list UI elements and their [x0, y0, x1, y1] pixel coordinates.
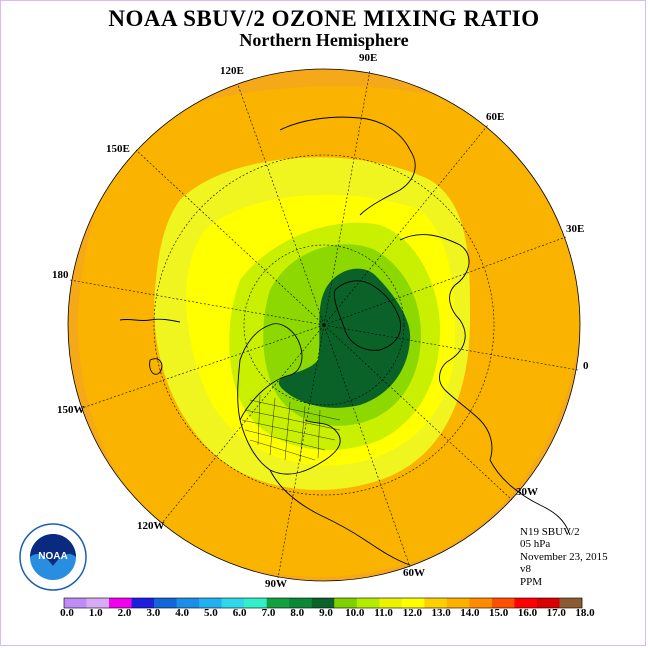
map-subtitle: Northern Hemisphere — [239, 30, 409, 50]
meridian-120w — [161, 324, 325, 524]
coastline-africa — [489, 459, 571, 536]
info-date: November 23, 2015 — [520, 550, 608, 563]
lon-label-90e: 90E — [359, 52, 378, 64]
meridian-60e — [323, 124, 489, 326]
colorbar-swatch — [109, 598, 132, 608]
colorbar-swatch — [536, 598, 560, 608]
colorbar-swatch — [154, 598, 177, 608]
lon-label-30e: 30E — [566, 223, 585, 235]
meridian-90e — [323, 69, 371, 326]
colorbar-swatch — [491, 598, 515, 608]
colorbar-swatch — [401, 598, 425, 608]
colorbar-tick-label: 10.0 — [345, 607, 365, 619]
colorbar-tick-label: 13.0 — [431, 607, 451, 619]
coastline-europe-asia — [399, 234, 493, 461]
colorbar-swatch — [64, 598, 87, 608]
colorbar-tick-label: 5.0 — [204, 607, 218, 619]
noaa-logo-text: NOAA — [38, 551, 67, 562]
meridian-30e — [323, 236, 567, 326]
colorbar-swatch — [469, 598, 493, 608]
coastlines — [119, 116, 571, 566]
meridian-60w — [323, 324, 411, 568]
lon-label-150w: 150W — [57, 404, 85, 416]
colorbar-tick-label: 11.0 — [374, 607, 393, 619]
info-units: PPM — [520, 575, 543, 588]
colorbar-tick-label: 3.0 — [146, 607, 161, 619]
meridian-120e — [237, 84, 325, 326]
coastline-japan — [149, 358, 163, 375]
coastline-central-america — [269, 469, 411, 566]
colorbar-swatch — [424, 598, 448, 608]
lon-label-0: 0 — [583, 360, 589, 372]
lon-label-150e: 150E — [106, 143, 130, 155]
colorbar-tick-label: 6.0 — [232, 607, 247, 619]
colorbar-swatch — [334, 598, 358, 608]
colorbar-tick-label: 17.0 — [546, 607, 566, 619]
colorbar-swatch — [514, 598, 538, 608]
colorbar-swatch — [559, 598, 583, 608]
coastline-aleutians — [119, 318, 181, 323]
lon-label-30w: 30W — [516, 486, 538, 498]
colorbar-tick-label: 14.0 — [460, 607, 480, 619]
lon-label-60e: 60E — [486, 111, 505, 123]
colorbar-tick-label: 0.0 — [60, 607, 74, 619]
colorbar-swatch — [221, 598, 245, 608]
us-state-grid — [241, 394, 341, 463]
colorbar-swatch — [289, 598, 313, 608]
coastline-north-america — [237, 323, 341, 475]
colorbar-swatch — [199, 598, 222, 608]
colorbar-tick-label: 4.0 — [175, 607, 189, 619]
colorbar-swatch — [356, 598, 380, 608]
colorbar-tick-label: 1.0 — [88, 607, 103, 619]
colorbar-tick-label: 18.0 — [575, 607, 595, 619]
globe-outline — [67, 68, 581, 582]
lon-label-60w: 60W — [403, 567, 425, 579]
colorbar-tick-label: 16.0 — [517, 607, 538, 619]
coastline-siberia — [279, 116, 416, 216]
lon-label-180: 180 — [52, 269, 69, 281]
coastline-greenland — [333, 280, 402, 351]
meridian-150e — [135, 149, 325, 326]
colorbar-tick-label: 12.0 — [402, 607, 422, 619]
colorbar-swatch — [446, 598, 470, 608]
info-satellite: N19 SBUV/2 — [520, 526, 580, 538]
colorbar-swatch — [311, 598, 335, 608]
colorbar-tick-label: 9.0 — [319, 607, 333, 619]
lon-label-120w: 120W — [137, 520, 165, 532]
latitude-circle-60 — [243, 244, 405, 406]
colorbar — [63, 597, 583, 609]
colorbar-swatch — [176, 598, 200, 608]
info-level: 05 hPa — [520, 538, 551, 551]
map-title: NOAA SBUV/2 OZONE MIXING RATIO — [108, 6, 540, 31]
colorbar-swatch — [86, 598, 110, 608]
colorbar-swatch — [379, 598, 403, 608]
lon-label-90w: 90W — [265, 578, 287, 590]
meridian-150w — [81, 324, 325, 409]
colorbar-tick-label: 15.0 — [489, 607, 509, 619]
product-info: N19 SBUV/2 05 hPa November 23, 2015 v8 P… — [520, 526, 608, 588]
field-green-dark — [278, 268, 411, 408]
colorbar-outline — [63, 597, 583, 609]
meridian-30w — [323, 324, 513, 501]
colorbar-swatch — [244, 598, 267, 608]
meridian-180 — [69, 279, 325, 326]
colorbar-swatch — [266, 598, 290, 608]
colorbar-tick-label: 7.0 — [261, 607, 276, 619]
latitude-circle-30 — [153, 154, 495, 496]
info-version: v8 — [520, 563, 531, 576]
meridian-0 — [323, 324, 579, 371]
colorbar-tick-label: 2.0 — [117, 607, 132, 619]
colorbar-tick-label: 8.0 — [290, 607, 305, 619]
noaa-logo: NOAA — [19, 523, 87, 591]
colorbar-swatch — [131, 598, 155, 608]
lon-label-120e: 120E — [220, 65, 244, 77]
